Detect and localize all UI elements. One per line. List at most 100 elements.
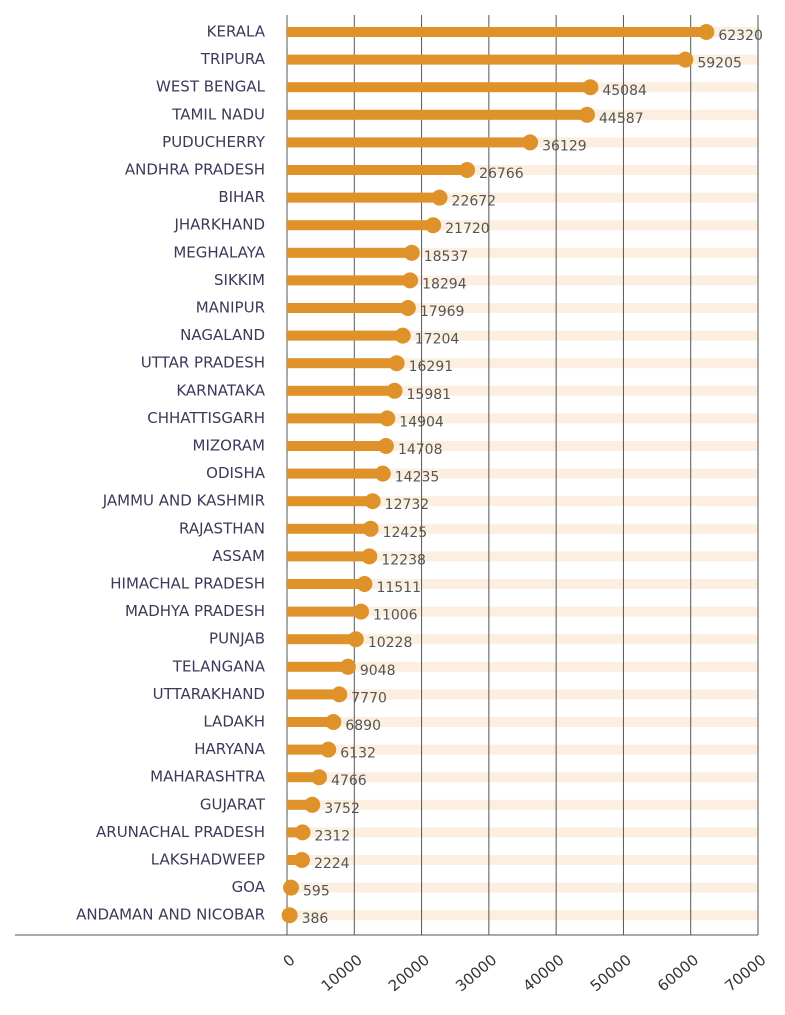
dot: [394, 327, 411, 344]
bar: [287, 109, 588, 120]
track: [287, 551, 758, 562]
track: [287, 358, 758, 369]
x-tick-label: 0: [280, 951, 299, 971]
track: [287, 303, 758, 313]
bar: [287, 275, 411, 286]
bar: [287, 385, 395, 396]
x-tick-label: 40000: [519, 951, 567, 995]
value-label: 21720: [445, 221, 490, 237]
dot: [374, 465, 391, 482]
value-label: 6890: [345, 718, 381, 734]
dot: [431, 189, 448, 206]
y-tick-label: JAMMU AND KASHMIR: [102, 492, 265, 510]
value-label: 17204: [415, 332, 460, 348]
track: [287, 744, 758, 755]
bar: [287, 137, 531, 148]
y-tick-label: BIHAR: [218, 188, 265, 206]
track: [287, 468, 758, 479]
value-label: 10228: [368, 635, 413, 651]
y-tick-label: JHARKHAND: [173, 216, 265, 234]
y-tick-label: GUJARAT: [200, 795, 266, 813]
value-label: 59205: [697, 56, 742, 72]
dot: [522, 134, 539, 151]
dot: [379, 410, 396, 427]
bar: [287, 551, 370, 562]
value-label: 4766: [331, 773, 367, 789]
y-tick-label: GOA: [232, 878, 266, 896]
track: [287, 413, 758, 424]
dot: [339, 658, 356, 675]
y-tick-label: ANDHRA PRADESH: [125, 161, 265, 179]
y-tick-label: ASSAM: [212, 547, 265, 565]
bar: [287, 192, 440, 203]
track: [287, 165, 758, 175]
y-tick-label: LADAKH: [203, 713, 265, 731]
track: [287, 882, 758, 893]
y-tick-label: TELANGANA: [172, 657, 266, 675]
y-tick-label: PUNJAB: [209, 630, 265, 648]
value-label: 18294: [422, 276, 467, 292]
y-tick-label: MIZORAM: [193, 437, 265, 455]
bar: [287, 579, 365, 589]
value-label: 12238: [381, 552, 426, 568]
value-label: 14708: [398, 442, 443, 458]
track: [287, 192, 758, 203]
y-tick-label: MEGHALAYA: [173, 243, 265, 261]
dot: [362, 520, 379, 537]
x-tick-label: 20000: [385, 951, 433, 995]
dot: [364, 493, 381, 510]
y-tick-label: LAKSHADWEEP: [151, 851, 265, 869]
bar: [287, 303, 408, 313]
y-tick-label: CHHATTISGARH: [147, 409, 265, 427]
value-label: 17969: [420, 304, 465, 320]
track: [287, 910, 758, 921]
x-tick-label: 30000: [452, 951, 500, 995]
bar: [287, 634, 356, 645]
track: [287, 496, 758, 507]
bar: [287, 523, 371, 534]
bar: [287, 744, 329, 755]
dot: [311, 769, 328, 786]
y-tick-label: ARUNACHAL PRADESH: [96, 823, 265, 841]
dot: [294, 824, 311, 841]
value-label: 9048: [360, 663, 396, 679]
bar: [287, 220, 434, 231]
value-label: 11006: [373, 608, 418, 624]
value-label: 3752: [324, 801, 360, 817]
y-tick-label: HARYANA: [194, 740, 265, 758]
y-tick-label: HIMACHAL PRADESH: [110, 575, 265, 593]
value-label: 16291: [409, 359, 454, 375]
track: [287, 385, 758, 396]
value-label: 14235: [395, 470, 440, 486]
bar: [287, 496, 373, 507]
y-tick-label: MANIPUR: [196, 299, 265, 317]
bar: [287, 772, 320, 783]
y-tick-label: UTTAR PRADESH: [141, 354, 265, 372]
dot: [386, 382, 403, 399]
bar: [287, 165, 468, 175]
value-label: 22672: [452, 194, 497, 210]
bar: [287, 330, 403, 341]
value-label: 12425: [383, 525, 428, 541]
value-label: 7770: [351, 690, 387, 706]
value-label: 44587: [599, 111, 644, 127]
value-label: 36129: [542, 138, 587, 154]
dot: [325, 714, 342, 730]
value-label: 26766: [479, 166, 524, 182]
y-tick-label: SIKKIM: [214, 271, 265, 289]
dot: [698, 24, 715, 40]
value-label: 15981: [407, 387, 452, 403]
x-tick-label: 10000: [318, 951, 366, 995]
y-tick-label: ANDAMAN AND NICOBAR: [76, 906, 265, 924]
y-tick-label: MADHYA PRADESH: [125, 602, 265, 620]
track: [287, 579, 758, 589]
y-tick-label: ODISHA: [206, 464, 266, 482]
track: [287, 220, 758, 231]
x-tick-label: 70000: [721, 951, 769, 995]
track: [287, 827, 758, 838]
track: [287, 247, 758, 258]
track: [287, 772, 758, 783]
bar: [287, 247, 412, 258]
dot: [320, 741, 337, 758]
